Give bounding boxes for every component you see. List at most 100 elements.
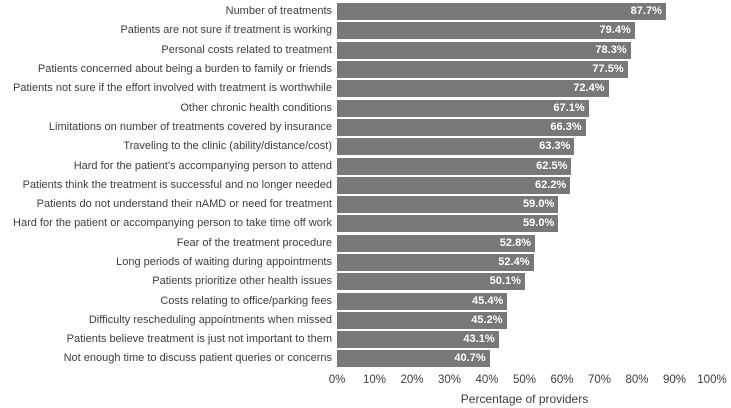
category-label: Not enough time to discuss patient queri…	[63, 352, 332, 365]
category-label: Number of treatments	[225, 5, 332, 18]
bar-row: Number of treatments 87.7%	[0, 2, 731, 21]
category-label: Patients believe treatment is just not i…	[66, 333, 332, 346]
value-label: 78.3%	[595, 43, 627, 56]
x-tick-label: 10%	[362, 373, 387, 386]
value-label: 62.2%	[535, 178, 567, 191]
bar-row: Limitations on number of treatments cove…	[0, 118, 731, 137]
bar: 45.2%	[337, 311, 507, 329]
value-label: 52.4%	[498, 256, 530, 268]
bar-area: 45.2%	[337, 311, 712, 329]
bar-area: 52.8%	[337, 234, 712, 252]
category-label: Difficulty rescheduling appointments whe…	[88, 313, 332, 326]
bar-row: Patients not sure if the effort involved…	[0, 79, 731, 98]
x-tick-label: 80%	[625, 373, 649, 386]
x-tick-label: 0%	[328, 373, 346, 386]
value-label: 59.0%	[523, 198, 555, 211]
bar: 62.5%	[337, 157, 572, 175]
bar: 77.5%	[337, 61, 628, 79]
bar: 67.1%	[337, 99, 589, 117]
bar: 52.4%	[337, 254, 534, 271]
bar-area: 62.5%	[337, 157, 712, 175]
bar-area: 43.1%	[337, 331, 712, 349]
bar-row: Not enough time to discuss patient queri…	[0, 349, 731, 368]
x-tick-label: 100%	[697, 373, 727, 386]
category-label: Patients prioritize other health issues	[152, 275, 332, 288]
bar-area: 72.4%	[337, 80, 712, 98]
category-label: Fear of the treatment procedure	[176, 236, 332, 249]
category-label: Patients are not sure if treatment is wo…	[120, 24, 332, 37]
bar-area: 40.7%	[337, 350, 712, 368]
bar-area: 59.0%	[337, 196, 712, 214]
bar-area: 62.2%	[337, 176, 712, 194]
category-label: Patients think the treatment is successf…	[22, 178, 332, 191]
bar-row: Patients prioritize other health issues 5…	[0, 272, 731, 291]
bar: 79.4%	[337, 22, 635, 40]
category-label: Personal costs related to treatment	[161, 43, 332, 56]
bar: 78.3%	[337, 41, 631, 59]
category-label: Patients not sure if the effort involved…	[13, 82, 332, 95]
bar-row: Personal costs related to treatment 78.3%	[0, 41, 731, 60]
bar: 63.3%	[337, 138, 575, 156]
category-label: Traveling to the clinic (ability/distanc…	[123, 140, 332, 153]
x-tick-label: 90%	[662, 373, 687, 386]
value-label: 62.5%	[536, 159, 568, 172]
bar: 59.0%	[337, 215, 559, 233]
category-label: Limitations on number of treatments cove…	[48, 120, 332, 133]
bar-area: 50.1%	[337, 273, 712, 291]
bar-row: Patients do not understand their nAMD or…	[0, 195, 731, 214]
x-tick-label: 60%	[550, 373, 574, 386]
bar: 45.4%	[337, 292, 508, 310]
category-label: Other chronic health conditions	[180, 101, 332, 114]
x-axis-ticks: 0% 10% 20% 30% 40% 50% 60% 70% 80% 90% 100%	[329, 372, 727, 389]
bar: 50.1%	[337, 273, 525, 291]
bar: 52.8%	[337, 234, 535, 252]
bar: 43.1%	[337, 331, 499, 349]
bar-row: Fear of the treatment procedure 52.8%	[0, 234, 731, 253]
x-tick-label: 20%	[400, 373, 424, 386]
bar-area: 45.4%	[337, 292, 712, 310]
category-label: Patients do not understand their nAMD or…	[36, 198, 332, 211]
x-axis-title: Percentage of providers	[460, 391, 589, 406]
bar: 62.2%	[337, 176, 571, 194]
value-label: 77.5%	[592, 63, 624, 76]
bar-row: Patients are not sure if treatment is wo…	[0, 21, 731, 40]
bar-row: Traveling to the clinic (ability/distanc…	[0, 137, 731, 156]
bar-area: 52.4%	[337, 254, 712, 271]
x-tick-label: 40%	[475, 373, 499, 386]
value-label: 43.1%	[463, 333, 495, 346]
value-label: 59.0%	[523, 217, 555, 230]
bar-row: Hard for the patient or accompanying per…	[0, 214, 731, 233]
category-label: Hard for the patient or accompanying per…	[13, 217, 332, 230]
value-label: 72.4%	[573, 82, 605, 95]
bar-area: 63.3%	[337, 138, 712, 156]
bar-row: Patients think the treatment is successf…	[0, 176, 731, 195]
value-label: 50.1%	[489, 275, 521, 288]
x-tick-label: 30%	[437, 373, 462, 386]
x-tick-label: 50%	[512, 373, 537, 386]
bar-row: Long periods of waiting during appointme…	[0, 253, 731, 272]
category-label: Hard for the patient's accompanying pers…	[73, 159, 332, 172]
bar-row: Difficulty rescheduling appointments whe…	[0, 311, 731, 330]
value-label: 40.7%	[454, 352, 486, 365]
bar: 87.7%	[337, 3, 666, 21]
bar-row: Hard for the patient's accompanying pers…	[0, 156, 731, 175]
bar-row: Patients believe treatment is just not i…	[0, 330, 731, 349]
bar-area: 59.0%	[337, 215, 712, 233]
bar-area: 77.5%	[337, 61, 712, 79]
category-label: Long periods of waiting during appointme…	[116, 256, 332, 268]
value-label: 45.2%	[471, 313, 503, 326]
value-label: 87.7%	[630, 5, 662, 18]
value-label: 66.3%	[550, 120, 582, 133]
bar-rows: Number of treatments 87.7% Patients are no…	[0, 2, 731, 369]
bar-row: Patients concerned about being a burden …	[0, 60, 731, 79]
category-label: Patients concerned about being a burden …	[37, 63, 332, 76]
bar-row: Costs relating to office/parking fees 45.…	[0, 291, 731, 310]
bar-area: 87.7%	[337, 3, 712, 21]
bar-area: 79.4%	[337, 22, 712, 40]
value-label: 45.4%	[472, 294, 504, 307]
bar-area: 67.1%	[337, 99, 712, 117]
bar: 59.0%	[337, 196, 559, 214]
bar: 72.4%	[337, 80, 609, 98]
